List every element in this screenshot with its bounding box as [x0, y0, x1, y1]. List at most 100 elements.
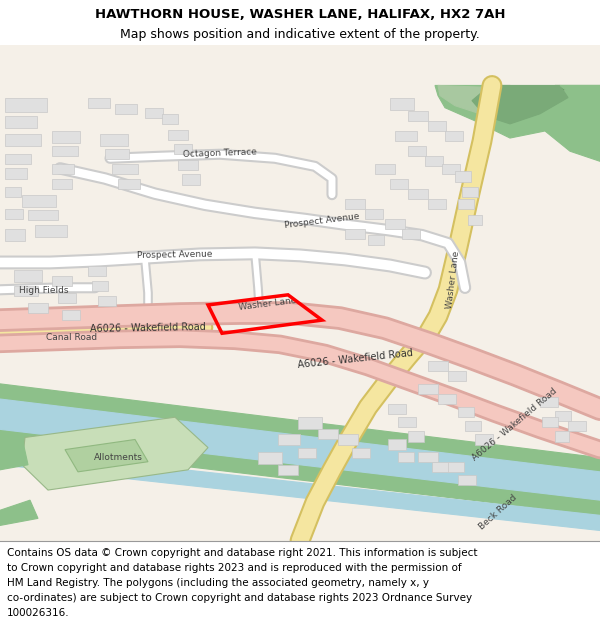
Polygon shape	[472, 86, 568, 124]
Bar	[88, 266, 106, 276]
Bar	[408, 146, 426, 156]
Bar	[5, 187, 21, 197]
Bar	[115, 104, 137, 114]
Bar	[402, 229, 420, 239]
Bar	[442, 164, 460, 174]
Bar	[52, 131, 80, 143]
Bar	[375, 164, 395, 174]
Bar	[162, 114, 178, 124]
Bar	[408, 431, 424, 441]
Bar	[428, 121, 446, 131]
Polygon shape	[0, 500, 38, 526]
Text: A6026 - Wakefield Road: A6026 - Wakefield Road	[90, 322, 206, 334]
Bar	[52, 276, 72, 286]
Bar	[555, 431, 569, 441]
Polygon shape	[560, 86, 600, 96]
Bar	[14, 269, 42, 282]
Text: Beck Road: Beck Road	[478, 493, 518, 531]
Text: Prospect Avenue: Prospect Avenue	[284, 212, 360, 230]
Text: Prospect Avenue: Prospect Avenue	[137, 249, 213, 259]
Bar	[168, 130, 188, 140]
Bar	[408, 189, 428, 199]
Text: Allotments: Allotments	[94, 453, 142, 462]
Bar	[88, 98, 110, 107]
Bar	[365, 209, 383, 219]
Bar	[555, 411, 571, 421]
Bar	[338, 434, 358, 444]
Text: HAWTHORN HOUSE, WASHER LANE, HALIFAX, HX2 7AH: HAWTHORN HOUSE, WASHER LANE, HALIFAX, HX…	[95, 8, 505, 21]
Bar	[298, 418, 322, 429]
Bar	[428, 361, 448, 371]
Bar	[92, 281, 108, 291]
Bar	[5, 116, 37, 128]
Bar	[5, 134, 41, 146]
Bar	[465, 421, 481, 431]
Polygon shape	[65, 439, 148, 472]
Bar	[428, 199, 446, 209]
Bar	[52, 179, 72, 189]
Bar	[58, 292, 76, 303]
Bar	[278, 465, 298, 475]
Bar	[458, 407, 474, 418]
Bar	[5, 168, 27, 179]
Bar	[258, 452, 282, 464]
Bar	[388, 439, 406, 449]
Bar	[278, 434, 300, 444]
Text: 100026316.: 100026316.	[7, 608, 70, 618]
Polygon shape	[0, 384, 600, 472]
Polygon shape	[0, 438, 28, 470]
Bar	[5, 209, 23, 219]
Text: Map shows position and indicative extent of the property.: Map shows position and indicative extent…	[120, 28, 480, 41]
Bar	[112, 164, 138, 174]
Bar	[28, 303, 48, 313]
Bar	[408, 111, 428, 121]
Bar	[178, 160, 198, 171]
Text: A6026 - Wakefield Road: A6026 - Wakefield Road	[471, 386, 559, 462]
Bar	[540, 397, 558, 407]
Bar	[345, 199, 365, 209]
Bar	[542, 418, 558, 428]
Text: HM Land Registry. The polygons (including the associated geometry, namely x, y: HM Land Registry. The polygons (includin…	[7, 578, 429, 588]
Bar	[345, 229, 365, 239]
Bar	[395, 131, 417, 141]
Bar	[35, 225, 67, 237]
Text: Contains OS data © Crown copyright and database right 2021. This information is : Contains OS data © Crown copyright and d…	[7, 548, 478, 558]
Bar	[352, 448, 370, 458]
Text: to Crown copyright and database rights 2023 and is reproduced with the permissio: to Crown copyright and database rights 2…	[7, 563, 462, 573]
Bar	[368, 235, 384, 245]
Bar	[425, 156, 443, 166]
Polygon shape	[0, 45, 600, 541]
Bar	[445, 131, 463, 141]
Bar	[182, 174, 200, 184]
Bar	[14, 286, 38, 296]
Text: Washer Lane: Washer Lane	[445, 250, 461, 309]
Bar	[438, 394, 456, 404]
Text: A6026 - Wakefield Road: A6026 - Wakefield Road	[297, 348, 413, 369]
Bar	[448, 462, 464, 472]
Bar	[5, 229, 25, 241]
Bar	[28, 210, 58, 220]
Polygon shape	[0, 449, 600, 531]
Text: Octagon Terrace: Octagon Terrace	[183, 148, 257, 159]
Bar	[22, 195, 56, 207]
Bar	[398, 452, 414, 462]
Text: Washer Lane: Washer Lane	[239, 296, 298, 312]
Polygon shape	[0, 429, 600, 516]
Bar	[390, 179, 408, 189]
Bar	[448, 371, 466, 381]
Polygon shape	[555, 86, 600, 91]
Polygon shape	[438, 86, 505, 114]
Bar	[468, 215, 482, 225]
Bar	[5, 154, 31, 164]
Bar	[418, 452, 438, 462]
Bar	[174, 144, 192, 154]
Bar	[105, 149, 129, 159]
Bar	[52, 164, 74, 174]
Bar	[458, 199, 474, 209]
Bar	[568, 421, 586, 431]
Bar	[62, 310, 80, 320]
Polygon shape	[22, 418, 208, 490]
Text: High Fields: High Fields	[19, 286, 69, 295]
Bar	[100, 134, 128, 146]
Bar	[458, 475, 476, 485]
